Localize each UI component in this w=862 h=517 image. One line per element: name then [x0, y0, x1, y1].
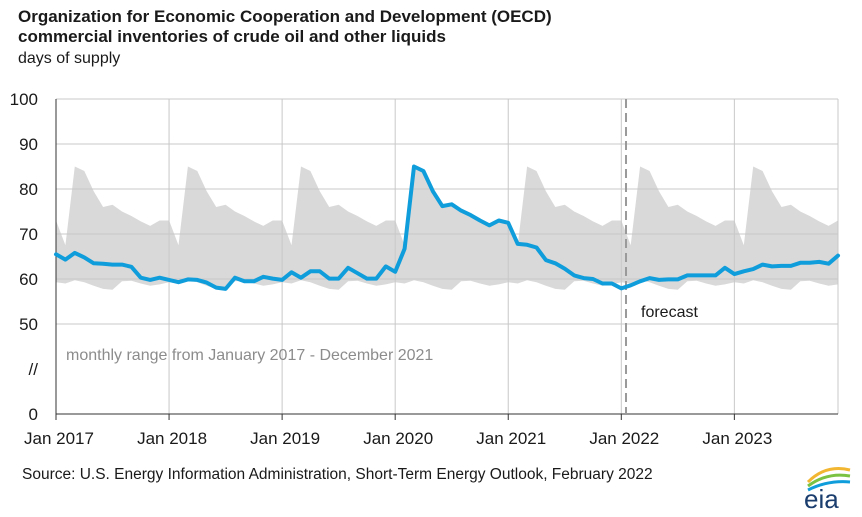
chart-subtitle: days of supply — [18, 50, 121, 67]
chart-title-line2: commercial inventories of crude oil and … — [18, 27, 446, 46]
eia-logo-text: eia — [804, 484, 839, 512]
chart-title-line1: Organization for Economic Cooperation an… — [18, 7, 552, 26]
x-tick-label: Jan 2018 — [137, 429, 207, 448]
range-band — [56, 166, 838, 290]
source-note: Source: U.S. Energy Information Administ… — [22, 466, 653, 483]
y-tick-label: 60 — [19, 270, 38, 289]
y-tick-label: 50 — [19, 315, 38, 334]
inventory-chart: 100 90 80 70 60 50 // 0 Jan 2017 Jan 2018 Jan 2019… — [10, 90, 840, 448]
eia-logo: eia — [804, 467, 851, 512]
x-tick-label: Jan 2023 — [702, 429, 772, 448]
x-tick-label: Jan 2020 — [363, 429, 433, 448]
y-tick-label: 100 — [10, 90, 38, 109]
inventory-series-line — [54, 164, 840, 291]
y-tick-label: 0 — [29, 405, 38, 424]
x-tick-label: Jan 2019 — [250, 429, 320, 448]
range-band-label: monthly range from January 2017 - Decemb… — [66, 347, 433, 364]
x-tick-label: Jan 2022 — [589, 429, 659, 448]
x-tick-label: Jan 2017 — [24, 429, 94, 448]
x-tick-label: Jan 2021 — [476, 429, 546, 448]
y-tick-label: 80 — [19, 180, 38, 199]
forecast-label: forecast — [641, 304, 698, 321]
y-tick-label: // — [29, 360, 39, 379]
y-tick-label: 90 — [19, 135, 38, 154]
y-tick-label: 70 — [19, 225, 38, 244]
